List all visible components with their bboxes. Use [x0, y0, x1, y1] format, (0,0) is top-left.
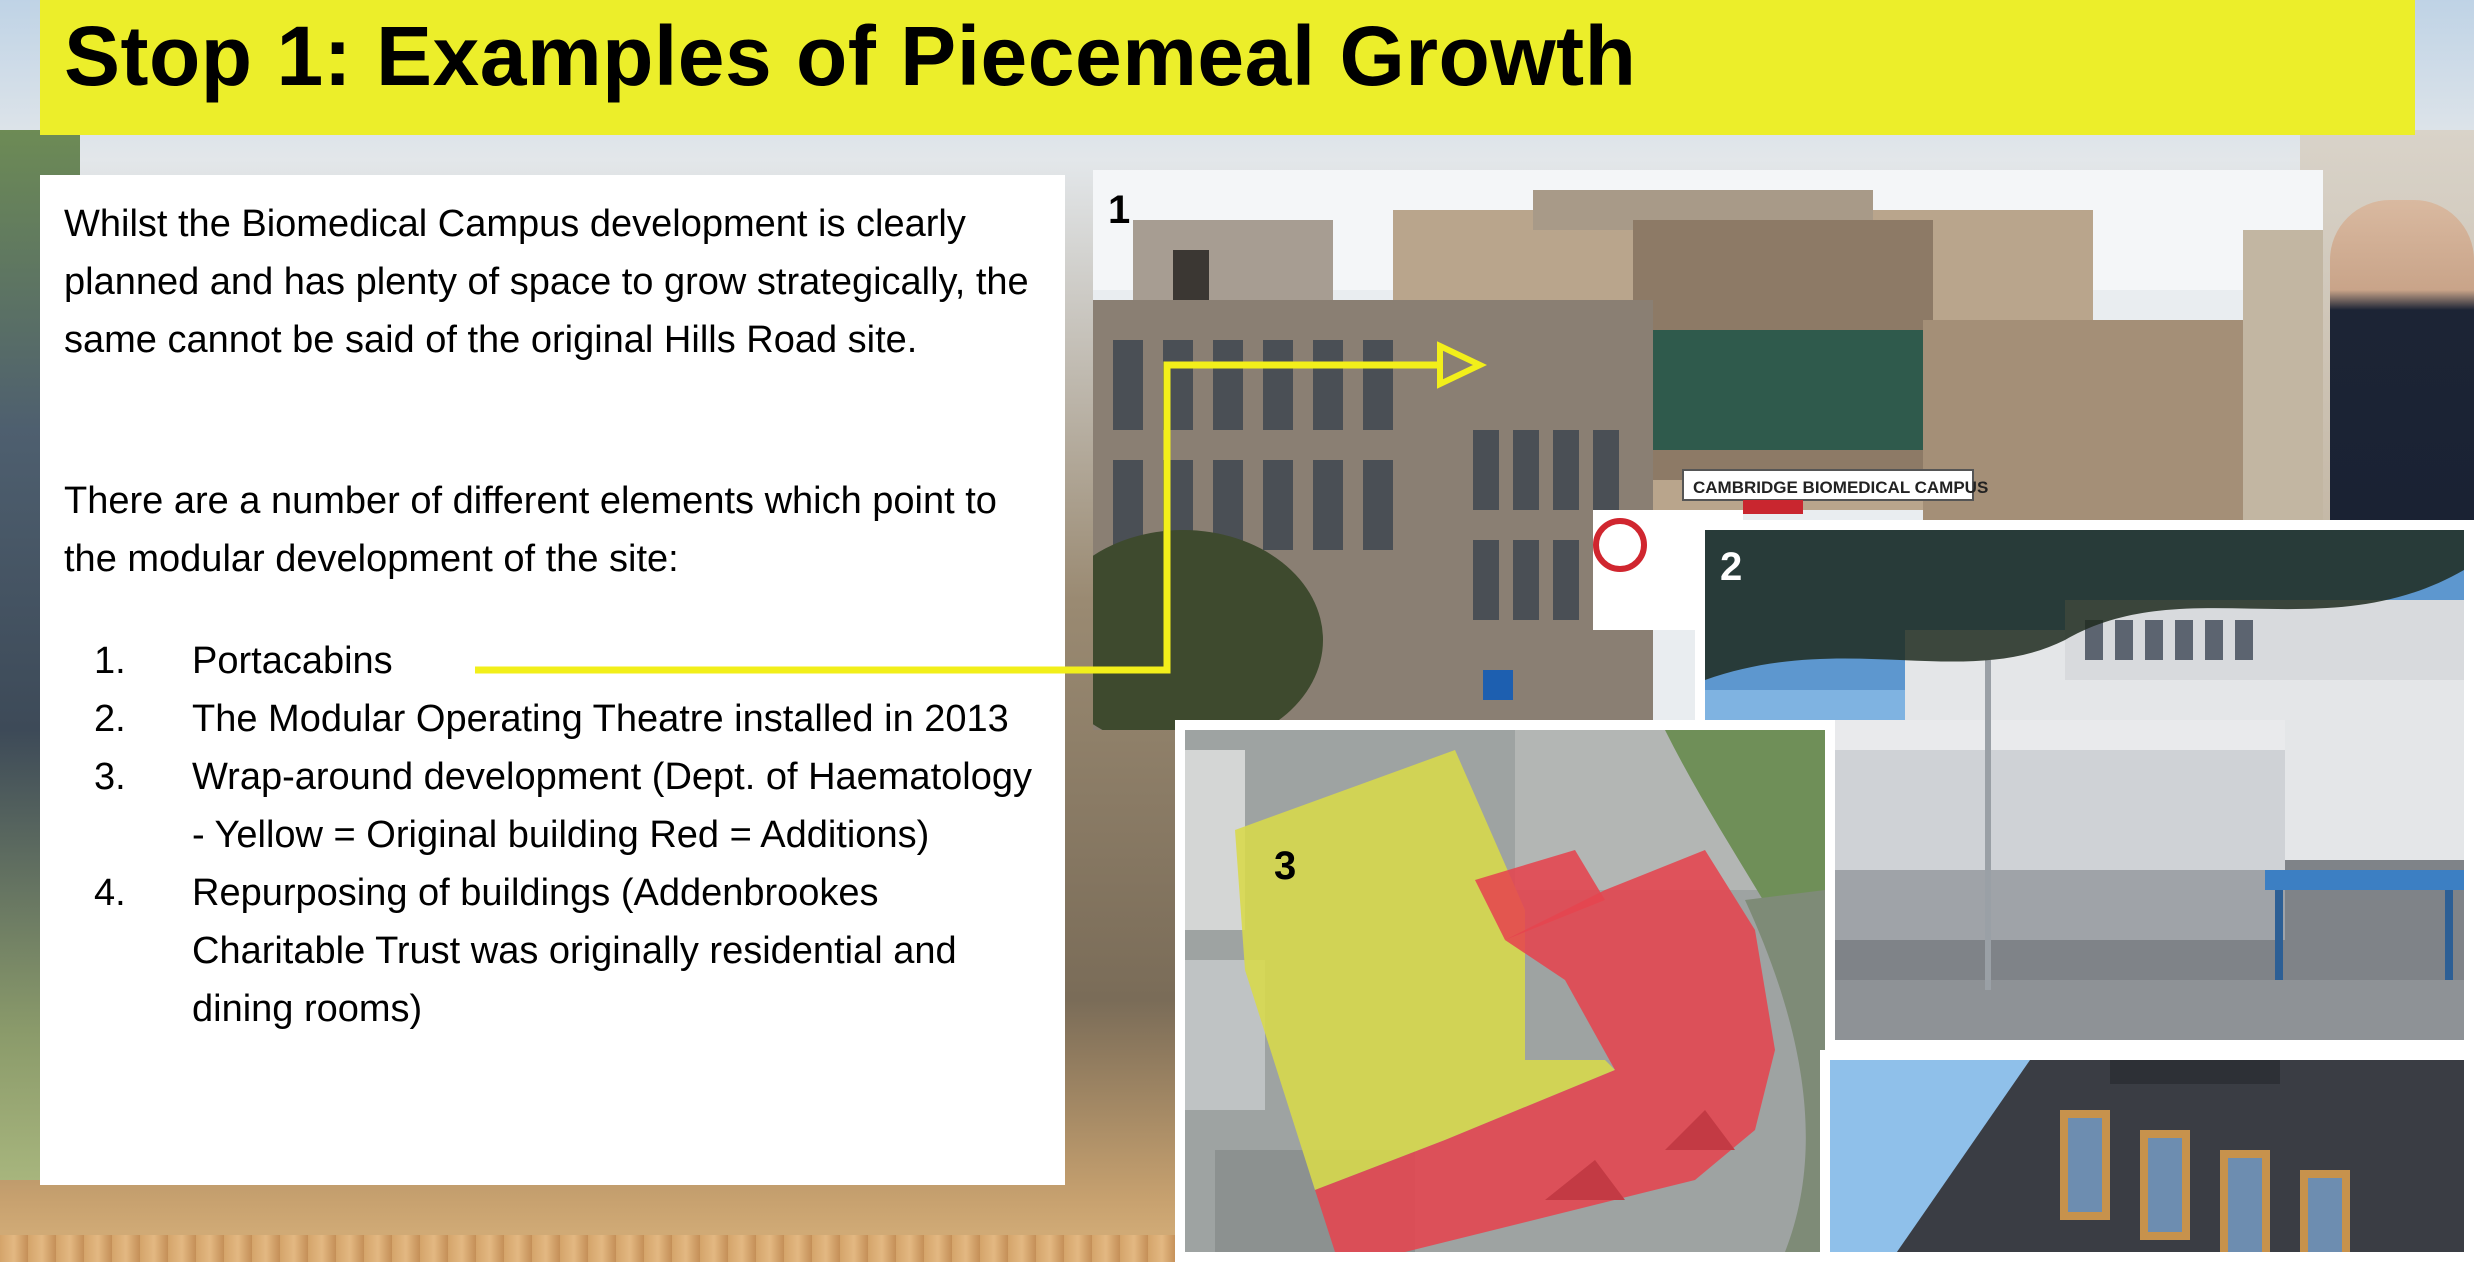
photo-aerial-haematology	[1175, 720, 1835, 1262]
list-item: 3. Wrap-around development (Dept. of Haem…	[64, 748, 1044, 864]
list-item: 2. The Modular Operating Theatre installe…	[64, 690, 1044, 748]
list-item-text: Wrap-around development (Dept. of Haemat…	[192, 756, 1032, 856]
lead-in-paragraph: There are a number of different elements…	[64, 480, 997, 580]
list-item-number: 3.	[94, 756, 126, 798]
elements-list: 1. Portacabins 2. The Modular Operating Th…	[64, 632, 1044, 1038]
additions-overlay-top	[1475, 850, 1605, 940]
photo-number-2: 2	[1720, 545, 1743, 589]
list-item: 1. Portacabins	[64, 632, 1044, 690]
list-item-number: 2.	[94, 698, 126, 740]
additions-overlay-main	[1315, 850, 1775, 1252]
text-panel	[40, 175, 1065, 1185]
slide-title: Stop 1: Examples of Piecemeal Growth	[64, 9, 1637, 103]
intro-paragraph: Whilst the Biomedical Campus development…	[64, 203, 1029, 361]
photo-repurposed-drawing	[1830, 1060, 2464, 1252]
list-item: 4. Repurposing of buildings (Addenbrookes…	[64, 864, 1044, 1038]
list-item-text: The Modular Operating Theatre installed …	[192, 698, 1009, 740]
original-building-overlay	[1235, 750, 1615, 1190]
campus-sign-text: CAMBRIDGE BIOMEDICAL CAMPUS	[1693, 478, 1988, 497]
photo-portacabins-drawing: CAMBRIDGE BIOMEDICAL CAMPUS	[1093, 170, 2323, 730]
list-item-text: Repurposing of buildings (Addenbrookes C…	[192, 872, 957, 1030]
list-item-number: 4.	[94, 872, 126, 914]
photo-repurposed-building	[1820, 1050, 2474, 1262]
list-item-text: Portacabins	[192, 640, 393, 682]
photo-portacabins: CAMBRIDGE BIOMEDICAL CAMPUS	[1093, 170, 2323, 730]
title-bar	[40, 0, 2415, 135]
photo-number-1: 1	[1108, 188, 1131, 232]
photo-person	[2330, 200, 2474, 520]
photo-number-3: 3	[1274, 844, 1297, 888]
photo-aerial-drawing	[1185, 730, 1825, 1252]
list-item-number: 1.	[94, 640, 126, 682]
